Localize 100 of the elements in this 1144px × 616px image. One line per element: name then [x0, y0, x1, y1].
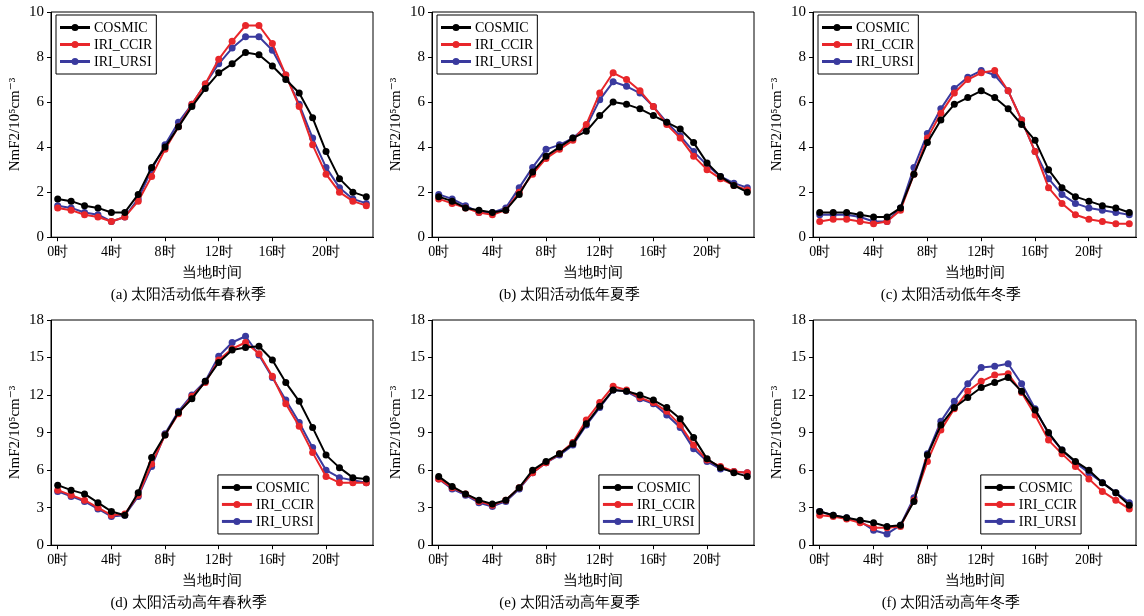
y-axis-title: NmF2/10⁵cm⁻³ — [386, 385, 403, 480]
x-axis-title: 当地时间 — [182, 263, 242, 280]
y-tick-label: 8 — [417, 47, 425, 64]
legend-label: COSMIC — [255, 480, 310, 496]
y-tick-label: 15 — [29, 348, 44, 365]
y-tick-label: 9 — [798, 423, 806, 440]
x-tick-label: 16时 — [639, 244, 668, 260]
x-tick-label: 0时 — [428, 552, 450, 568]
text: (a) 太阳活动低年春秋季 — [110, 285, 267, 303]
x-tick-label: 12时 — [204, 244, 233, 260]
y-tick-label: 4 — [417, 138, 426, 155]
y-tick-label: 0 — [417, 536, 425, 553]
y-tick-label: 12 — [29, 386, 44, 402]
y-tick-label: 15 — [791, 348, 806, 365]
y-tick-label: 18 — [791, 310, 806, 327]
y-tick-label: 0 — [798, 228, 806, 245]
x-tick-label: 4时 — [481, 552, 503, 568]
y-tick-label: 4 — [36, 138, 45, 155]
y-tick-label: 6 — [798, 93, 807, 110]
y-tick-label: 12 — [791, 386, 806, 402]
y-tick-label: 0 — [36, 228, 44, 245]
y-tick-label: 0 — [417, 228, 425, 245]
text: (e) 太阳活动高年夏季 — [499, 593, 640, 611]
legend-label: COSMIC — [636, 480, 691, 496]
y-tick-label: 4 — [798, 138, 807, 155]
text: (b) 太阳活动低年夏季 — [498, 285, 641, 303]
legend-label: IRI_URSI — [636, 514, 695, 530]
y-tick-label: 2 — [417, 183, 425, 200]
y-tick-label: 10 — [29, 2, 44, 19]
x-tick-label: 20时 — [693, 552, 722, 568]
x-tick-label: 20时 — [693, 244, 722, 260]
x-tick-label: 4时 — [481, 244, 503, 260]
legend-label: IRI_URSI — [94, 54, 152, 70]
legend-label: IRI_URSI — [856, 54, 914, 70]
legend-label: IRI_CCIR — [475, 37, 534, 53]
x-tick-label: 8时 — [535, 244, 557, 260]
legend-label: IRI_CCIR — [94, 37, 153, 53]
text: (f) 太阳活动高年冬季 — [881, 593, 1021, 611]
legend-label: IRI_URSI — [255, 514, 314, 530]
text: (c) 太阳活动低年冬季 — [880, 285, 1022, 303]
x-tick-label: 0时 — [809, 552, 831, 568]
y-tick-label: 6 — [36, 93, 45, 110]
y-tick-label: 8 — [798, 47, 806, 64]
y-tick-label: 18 — [410, 310, 425, 327]
legend-label: IRI_URSI — [1018, 514, 1077, 530]
x-tick-label: 16时 — [1021, 244, 1050, 260]
y-tick-label: 2 — [798, 183, 806, 200]
x-tick-label: 16时 — [1021, 552, 1050, 568]
legend-label: COSMIC — [94, 20, 148, 36]
legend-label: COSMIC — [856, 20, 910, 36]
y-tick-label: 10 — [791, 2, 806, 19]
x-axis-title: 当地时间 — [563, 571, 623, 588]
x-axis-title: 当地时间 — [182, 571, 242, 588]
y-tick-label: 3 — [417, 498, 425, 515]
x-tick-label: 0时 — [47, 244, 69, 260]
x-tick-label: 0时 — [428, 244, 450, 260]
x-tick-label: 4时 — [100, 552, 122, 568]
legend-label: IRI_CCIR — [255, 497, 315, 513]
y-tick-label: 6 — [417, 93, 426, 110]
y-tick-label: 3 — [798, 498, 806, 515]
x-tick-label: 8时 — [154, 552, 176, 568]
x-tick-label: 20时 — [312, 552, 341, 568]
x-tick-label: 8时 — [916, 244, 938, 260]
x-tick-label: 12时 — [204, 552, 233, 568]
legend-label: IRI_CCIR — [1018, 497, 1078, 513]
y-axis-title: NmF2/10⁵cm⁻³ — [767, 385, 784, 480]
x-axis-title: 当地时间 — [944, 571, 1005, 588]
y-tick-label: 6 — [36, 461, 45, 478]
y-axis-title: NmF2/10⁵cm⁻³ — [5, 77, 22, 172]
x-tick-label: 8时 — [154, 244, 176, 260]
x-tick-label: 12时 — [585, 552, 614, 568]
x-tick-label: 8时 — [916, 552, 938, 568]
x-tick-label: 16时 — [258, 552, 287, 568]
x-tick-label: 12时 — [585, 244, 614, 260]
legend-label: COSMIC — [475, 20, 529, 36]
legend-label: COSMIC — [1018, 480, 1073, 496]
x-tick-label: 4时 — [863, 552, 885, 568]
x-tick-label: 20时 — [1074, 244, 1103, 260]
x-tick-label: 4时 — [863, 244, 885, 260]
y-tick-label: 0 — [36, 536, 44, 553]
y-tick-label: 18 — [29, 310, 44, 327]
y-axis-title: NmF2/10⁵cm⁻³ — [386, 77, 403, 172]
legend-label: IRI_CCIR — [636, 497, 696, 513]
x-tick-label: 20时 — [312, 244, 341, 260]
x-tick-label: 20时 — [1074, 552, 1103, 568]
x-tick-label: 16时 — [639, 552, 668, 568]
y-tick-label: 2 — [36, 183, 44, 200]
text: (d) 太阳活动高年春秋季 — [110, 593, 267, 611]
y-tick-label: 8 — [36, 47, 44, 64]
y-tick-label: 9 — [417, 423, 425, 440]
y-axis-title: NmF2/10⁵cm⁻³ — [767, 77, 784, 172]
x-tick-label: 0时 — [47, 552, 69, 568]
x-tick-label: 0时 — [809, 244, 831, 260]
y-tick-label: 15 — [410, 348, 425, 365]
legend-label: IRI_CCIR — [856, 37, 915, 53]
x-tick-label: 8时 — [535, 552, 557, 568]
y-tick-label: 6 — [417, 461, 426, 478]
x-axis-title: 当地时间 — [944, 263, 1005, 280]
y-tick-label: 3 — [36, 498, 44, 515]
y-tick-label: 6 — [798, 461, 807, 478]
